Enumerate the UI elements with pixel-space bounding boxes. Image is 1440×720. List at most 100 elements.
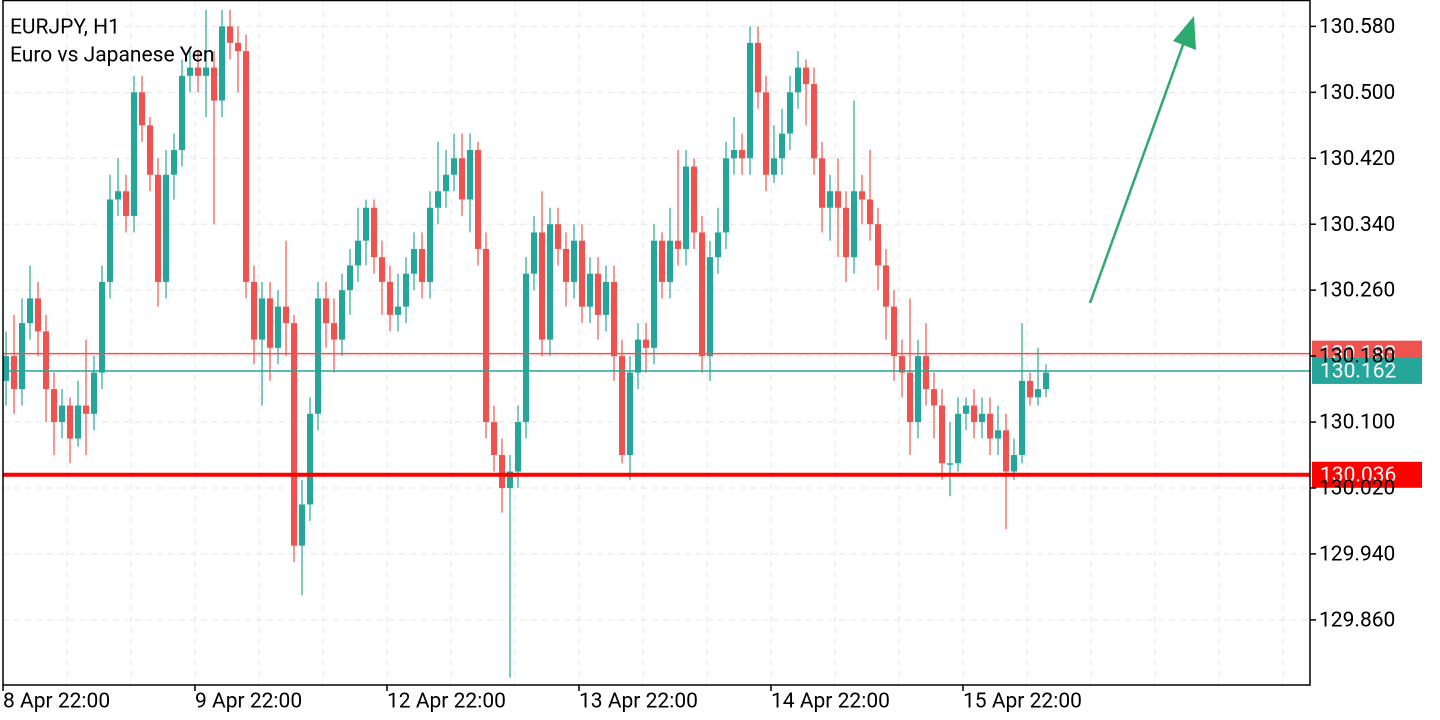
candle-body — [403, 273, 409, 307]
candle-body — [579, 240, 585, 307]
candle-body — [939, 405, 945, 464]
candle-body — [363, 207, 369, 241]
candle-body — [779, 133, 785, 159]
candle-body — [139, 92, 145, 126]
candle-body — [835, 191, 841, 208]
candle-body — [563, 248, 569, 282]
candle-body — [587, 273, 593, 307]
candle-body — [123, 191, 129, 216]
candle-body — [611, 281, 617, 357]
candle-body — [507, 471, 513, 488]
candle-body — [323, 298, 329, 324]
candle-body — [931, 389, 937, 406]
candle-body — [907, 372, 913, 423]
y-tick-label: 130.340 — [1319, 213, 1395, 237]
candle-body — [715, 232, 721, 258]
candle-body — [843, 207, 849, 258]
candle-body — [35, 298, 41, 332]
candle-body — [923, 356, 929, 390]
candle-body — [339, 290, 345, 340]
candle-body — [251, 281, 257, 340]
candle-body — [459, 158, 465, 200]
price-label: 130.036 — [1320, 463, 1396, 487]
grid — [3, 0, 1310, 685]
candle-body — [1003, 430, 1009, 472]
candle-body — [27, 298, 33, 324]
candle-body — [467, 150, 473, 200]
candle-body — [411, 248, 417, 274]
chart-title: EURJPY, H1 — [10, 16, 120, 40]
candle-body — [851, 191, 857, 258]
candle-body — [595, 273, 601, 315]
candle-body — [499, 455, 505, 488]
candle-body — [443, 174, 449, 192]
candle-body — [115, 191, 121, 200]
candle-body — [379, 257, 385, 282]
candle-body — [819, 158, 825, 208]
candle-body — [355, 240, 361, 266]
candle-body — [227, 26, 233, 43]
candle-body — [11, 356, 17, 390]
candle-body — [619, 356, 625, 456]
x-tick-label: 15 Apr 22:00 — [963, 690, 1082, 714]
candle-body — [555, 224, 561, 249]
candle-body — [731, 150, 737, 159]
candle-body — [795, 67, 801, 93]
y-tick-label: 130.020 — [1319, 477, 1395, 501]
trend-arrow — [1088, 16, 1196, 304]
candle-body — [179, 75, 185, 151]
candle-body — [483, 248, 489, 423]
x-tick-label: 8 Apr 22:00 — [3, 690, 110, 714]
candle-body — [51, 389, 57, 423]
x-tick-label: 12 Apr 22:00 — [387, 690, 506, 714]
arrow-line — [1088, 41, 1186, 304]
candle-body — [643, 339, 649, 348]
candle-body — [707, 257, 713, 357]
candles — [3, 9, 1049, 678]
candle-body — [683, 166, 689, 249]
candle-body — [43, 331, 49, 390]
candle-body — [307, 413, 313, 505]
candle-body — [603, 281, 609, 315]
candle-body — [547, 224, 553, 340]
candle-body — [875, 224, 881, 266]
axes: 129.860 129.940 130.020 130.100 130.180 130.2… — [2, 15, 1395, 714]
y-tick-label: 130.260 — [1319, 279, 1395, 303]
candle-body — [243, 51, 249, 282]
candle-body — [979, 413, 985, 423]
candle-body — [371, 207, 377, 258]
x-tick-label: 13 Apr 22:00 — [579, 690, 698, 714]
candle-body — [147, 125, 153, 175]
candle-body — [803, 67, 809, 85]
candle-body — [475, 150, 481, 249]
arrow-head — [1173, 16, 1196, 50]
candle-body — [267, 298, 273, 348]
candle-body — [235, 42, 241, 52]
candle-body — [1035, 389, 1041, 398]
candle-body — [571, 240, 577, 282]
y-tick-label: 130.580 — [1319, 15, 1395, 39]
candle-body — [75, 405, 81, 439]
candle-body — [259, 298, 265, 340]
candle-body — [427, 207, 433, 282]
candle-body — [211, 67, 217, 101]
y-tick-label: 129.940 — [1319, 542, 1395, 566]
candle-body — [163, 174, 169, 282]
candle-body — [723, 158, 729, 233]
candle-body — [451, 158, 457, 175]
candle-body — [699, 232, 705, 357]
candle-body — [755, 42, 761, 93]
candle-body — [187, 67, 193, 76]
candle-body — [627, 372, 633, 456]
candle-body — [491, 422, 497, 456]
candle-body — [219, 26, 225, 101]
candle-body — [347, 265, 353, 291]
y-tick-label: 130.500 — [1319, 81, 1395, 105]
candle-body — [531, 232, 537, 274]
candle-body — [827, 191, 833, 208]
x-tick-label: 9 Apr 22:00 — [195, 690, 302, 714]
candle-body — [435, 191, 441, 208]
candle-body — [675, 240, 681, 249]
